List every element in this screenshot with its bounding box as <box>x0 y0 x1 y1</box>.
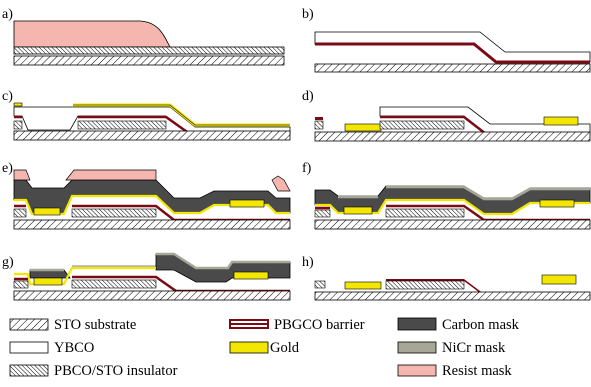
legend-swatch-insulator <box>9 364 49 377</box>
sto-substrate <box>13 130 291 141</box>
sto-substrate <box>314 63 591 73</box>
sto-substrate <box>314 291 591 301</box>
insulator-layer <box>71 208 157 218</box>
gold-pad <box>541 274 577 285</box>
panel-b <box>314 31 591 73</box>
legend-label-nicr: NiCr mask <box>442 340 506 356</box>
sto-substrate <box>314 131 591 142</box>
legend-label-carbon: Carbon mask <box>442 317 520 333</box>
panel-g <box>13 252 291 301</box>
nicr-mask-layer <box>156 252 290 270</box>
panel-label-c: c) <box>2 89 13 104</box>
panel-a <box>13 20 285 66</box>
panel-e <box>13 169 291 230</box>
sto-substrate <box>13 55 285 66</box>
gold-pad <box>344 281 382 290</box>
panel-h <box>314 274 591 301</box>
sto-substrate <box>13 219 291 230</box>
insulator-layer <box>385 208 465 218</box>
panel-d <box>314 106 591 142</box>
panel-f <box>314 185 591 230</box>
legend-swatch-nicr <box>397 341 437 354</box>
legend-label-sto: STO substrate <box>54 317 136 333</box>
panel-label-h: h) <box>302 255 314 270</box>
insulator-layer <box>13 120 23 130</box>
panel-label-d: d) <box>302 89 314 104</box>
resist-mask-layer <box>13 20 171 48</box>
legend-swatch-resist <box>397 364 437 377</box>
legend-label-gold: Gold <box>270 340 300 356</box>
gold-pad <box>543 116 579 126</box>
gold-layer <box>14 194 290 216</box>
insulator-layer <box>13 46 285 55</box>
legend-swatch-ybco <box>9 341 49 354</box>
legend-swatch-carbon <box>397 317 437 331</box>
legend-label-resist: Resist mask <box>442 363 512 379</box>
insulator-layer <box>71 279 157 289</box>
gold-layer <box>315 198 590 216</box>
ybco-layer <box>13 106 291 135</box>
legend-swatch-sto <box>9 318 49 331</box>
insulator-layer <box>314 120 324 130</box>
panel-label-g: g) <box>2 255 14 270</box>
panel-label-f: f) <box>302 161 312 176</box>
nicr-mask-layer <box>338 185 590 201</box>
panel-label-a: a) <box>2 7 13 22</box>
legend-swatch-gold <box>229 341 269 354</box>
panel-label-b: b) <box>302 7 314 22</box>
sto-substrate <box>314 219 591 230</box>
ybco-layer <box>314 31 591 63</box>
legend-label-ybco: YBCO <box>54 340 94 356</box>
resist-mask-layer <box>13 169 31 181</box>
legend-label-insulator: PBCO/STO insulator <box>54 363 178 379</box>
panel-c <box>13 102 291 141</box>
legend-label-pbgco: PBGCO barrier <box>274 317 365 333</box>
gold-pad <box>344 123 382 132</box>
legend: STO substrate PBGCO barrier Carbon mask … <box>9 317 520 379</box>
sto-substrate <box>13 290 291 301</box>
panel-label-e: e) <box>2 161 13 176</box>
insulator-layer <box>314 280 326 289</box>
pbgco-barrier-layer <box>315 42 590 64</box>
